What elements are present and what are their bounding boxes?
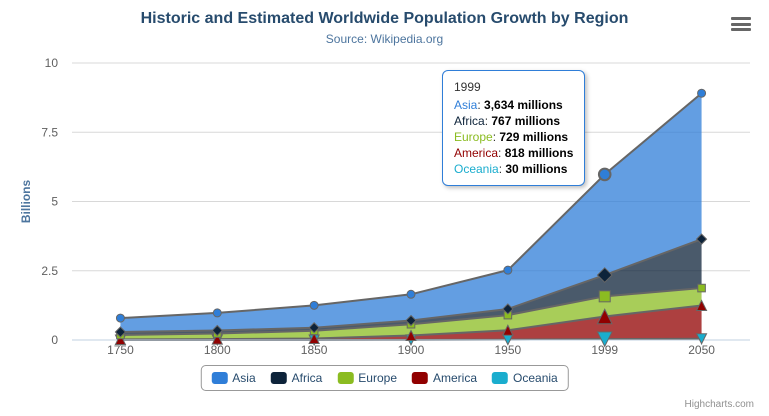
marker-america-2050[interactable] bbox=[695, 299, 708, 311]
hamburger-icon bbox=[731, 17, 751, 20]
marker-america-1950[interactable] bbox=[502, 324, 514, 336]
y-axis-label: 10 bbox=[45, 56, 59, 70]
legend-item-label: Europe bbox=[358, 371, 398, 385]
legend-item-europe[interactable]: Europe bbox=[337, 371, 397, 385]
export-menu-button[interactable] bbox=[731, 17, 751, 31]
marker-america-1850[interactable] bbox=[308, 332, 320, 344]
marker-america-1900[interactable] bbox=[405, 329, 417, 342]
tooltip-row-europe: Europe: 729 millions bbox=[454, 130, 569, 144]
marker-africa-1999[interactable] bbox=[596, 267, 613, 284]
credits-link[interactable]: Highcharts.com bbox=[684, 399, 754, 410]
x-axis-label: 1999 bbox=[591, 343, 618, 357]
y-axis-label: 2.5 bbox=[41, 264, 58, 278]
legend-item-africa[interactable]: Africa bbox=[270, 371, 323, 385]
marker-europe-2050[interactable] bbox=[697, 283, 706, 293]
marker-asia-1999[interactable] bbox=[597, 167, 612, 182]
hamburger-icon bbox=[731, 28, 751, 31]
y-axis-label: 7.5 bbox=[41, 125, 58, 139]
legend: Asia Africa Europe America Oceania bbox=[200, 365, 569, 391]
marker-asia-1950[interactable] bbox=[503, 265, 513, 275]
tooltip-series-name: Africa bbox=[454, 114, 485, 128]
area-series-asia[interactable] bbox=[120, 93, 702, 332]
tooltip-series-name: Asia bbox=[454, 98, 478, 112]
tooltip-series-value: 767 millions bbox=[491, 114, 561, 128]
y-axis-title: Billions bbox=[19, 180, 33, 224]
marker-africa-1750[interactable] bbox=[114, 326, 127, 338]
tooltip-row-america: America: 818 millions bbox=[454, 146, 574, 160]
hamburger-icon bbox=[731, 22, 751, 26]
tooltip-rows: Asia: 3,634 millions Africa: 767 millions… bbox=[454, 97, 573, 177]
legend-item-label: America bbox=[433, 371, 478, 385]
marker-asia-1800[interactable] bbox=[212, 308, 222, 318]
tooltip-header: 1999 bbox=[454, 80, 481, 94]
area-series-africa[interactable] bbox=[120, 239, 702, 335]
tooltip-series-name: Oceania bbox=[454, 162, 499, 176]
x-axis-label: 1850 bbox=[301, 343, 328, 357]
legend-item-america[interactable]: America bbox=[412, 371, 477, 385]
legend-item-asia[interactable]: Asia bbox=[211, 371, 256, 385]
tooltip-row-africa: Africa: 767 millions bbox=[454, 114, 561, 128]
legend-swatch-icon bbox=[412, 372, 429, 384]
tooltip-series-name: America bbox=[454, 146, 499, 160]
marker-oceania-2050[interactable] bbox=[695, 333, 708, 345]
x-axis-label: 1750 bbox=[107, 343, 134, 357]
marker-oceania-1999[interactable] bbox=[596, 331, 613, 348]
tooltip-series-value: 729 millions bbox=[499, 130, 569, 144]
tooltip-row-oceania: Oceania: 30 millions bbox=[454, 162, 568, 176]
legend-item-label: Oceania bbox=[513, 371, 558, 385]
marker-asia-1850[interactable] bbox=[309, 300, 319, 310]
tooltip-series-value: 3,634 millions bbox=[484, 98, 563, 112]
marker-america-1999[interactable] bbox=[596, 308, 613, 325]
legend-item-label: Asia bbox=[232, 371, 256, 385]
marker-africa-1950[interactable] bbox=[502, 303, 514, 315]
legend-item-label: Africa bbox=[291, 371, 323, 385]
marker-africa-2050[interactable] bbox=[695, 233, 708, 245]
y-axis-label: 0 bbox=[51, 333, 58, 347]
legend-item-oceania[interactable]: Oceania bbox=[492, 371, 558, 385]
tooltip-series-name: Europe bbox=[454, 130, 493, 144]
marker-america-1800[interactable] bbox=[211, 332, 224, 345]
x-axis-label: 1800 bbox=[204, 343, 231, 357]
tooltip: 1999 Asia: 3,634 millions Africa: 767 mil… bbox=[442, 70, 586, 186]
area-series-america[interactable] bbox=[120, 305, 702, 340]
tooltip-series-value: 30 millions bbox=[505, 162, 568, 176]
marker-europe-1999[interactable] bbox=[598, 290, 611, 303]
legend-swatch-icon bbox=[270, 372, 287, 384]
legend-swatch-icon bbox=[337, 372, 354, 384]
y-axis-label: 5 bbox=[51, 195, 58, 209]
tooltip-series-value: 818 millions bbox=[504, 146, 574, 160]
marker-asia-1750[interactable] bbox=[115, 313, 125, 323]
legend-swatch-icon bbox=[492, 372, 509, 384]
marker-america-1750[interactable] bbox=[114, 333, 127, 345]
marker-asia-1900[interactable] bbox=[406, 289, 416, 299]
chart-title: Historic and Estimated Worldwide Populat… bbox=[140, 10, 629, 27]
marker-africa-1900[interactable] bbox=[405, 314, 417, 327]
tooltip-row-asia: Asia: 3,634 millions bbox=[454, 98, 563, 112]
marker-africa-1850[interactable] bbox=[308, 322, 320, 334]
marker-africa-1800[interactable] bbox=[211, 324, 223, 337]
marker-asia-2050[interactable] bbox=[697, 88, 707, 98]
chart-subtitle: Source: Wikipedia.org bbox=[325, 32, 444, 46]
x-axis-label: 1900 bbox=[398, 343, 425, 357]
x-axis-label: 2050 bbox=[688, 343, 715, 357]
legend-swatch-icon bbox=[211, 372, 228, 384]
x-axis-label: 1950 bbox=[495, 343, 522, 357]
